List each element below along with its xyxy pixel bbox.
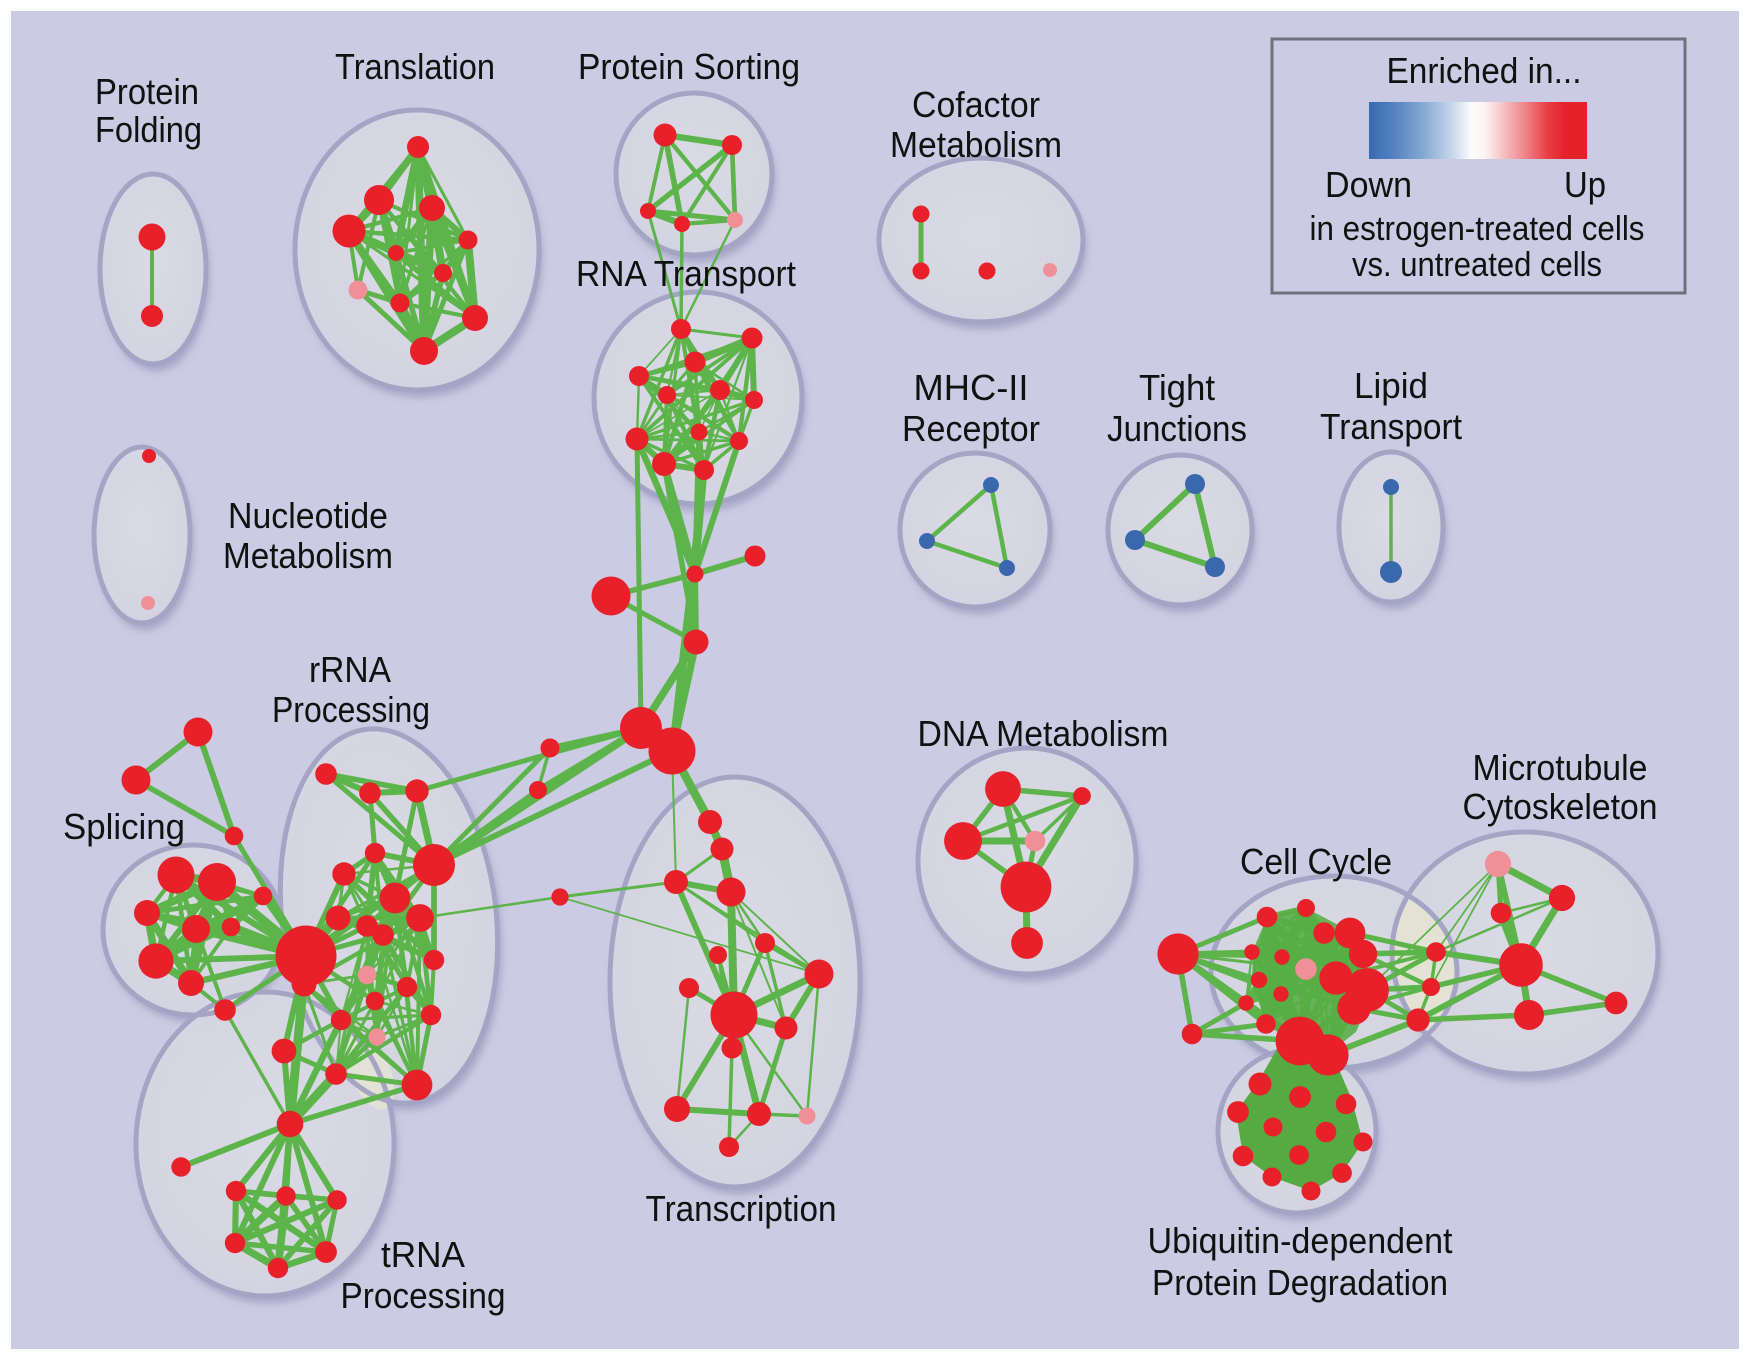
svg-text:Junctions: Junctions — [1107, 408, 1247, 449]
svg-text:Transport: Transport — [1320, 406, 1462, 447]
svg-text:Protein: Protein — [95, 71, 199, 112]
svg-text:Transcription: Transcription — [646, 1188, 837, 1229]
svg-text:in estrogen-treated cells: in estrogen-treated cells — [1310, 210, 1645, 248]
svg-text:Nucleotide: Nucleotide — [228, 495, 388, 536]
svg-text:Microtubule: Microtubule — [1473, 747, 1648, 788]
svg-text:Protein Degradation: Protein Degradation — [1152, 1262, 1448, 1303]
svg-text:tRNA: tRNA — [381, 1234, 465, 1275]
svg-text:Translation: Translation — [335, 46, 495, 87]
svg-text:Receptor: Receptor — [902, 408, 1040, 449]
svg-text:Splicing: Splicing — [63, 806, 185, 847]
svg-text:Cofactor: Cofactor — [912, 84, 1040, 125]
svg-text:Up: Up — [1564, 164, 1606, 205]
svg-text:Protein Sorting: Protein Sorting — [578, 46, 800, 87]
svg-text:Metabolism: Metabolism — [890, 124, 1062, 165]
svg-text:Metabolism: Metabolism — [223, 535, 393, 576]
svg-text:Cell Cycle: Cell Cycle — [1240, 841, 1392, 882]
svg-text:MHC-II: MHC-II — [914, 367, 1029, 408]
svg-text:vs. untreated cells: vs. untreated cells — [1352, 246, 1602, 284]
svg-text:Lipid: Lipid — [1354, 365, 1428, 406]
svg-text:Tight: Tight — [1139, 367, 1215, 408]
svg-text:RNA Transport: RNA Transport — [576, 253, 796, 294]
svg-text:Down: Down — [1325, 164, 1412, 205]
svg-text:Ubiquitin-dependent: Ubiquitin-dependent — [1148, 1220, 1453, 1261]
svg-text:rRNA: rRNA — [309, 649, 391, 690]
svg-text:Processing: Processing — [341, 1275, 506, 1316]
svg-text:DNA Metabolism: DNA Metabolism — [918, 713, 1169, 754]
svg-text:Cytoskeleton: Cytoskeleton — [1463, 786, 1658, 827]
svg-text:Folding: Folding — [95, 109, 202, 150]
svg-text:Processing: Processing — [272, 689, 430, 730]
svg-text:Enriched in...: Enriched in... — [1387, 50, 1582, 91]
